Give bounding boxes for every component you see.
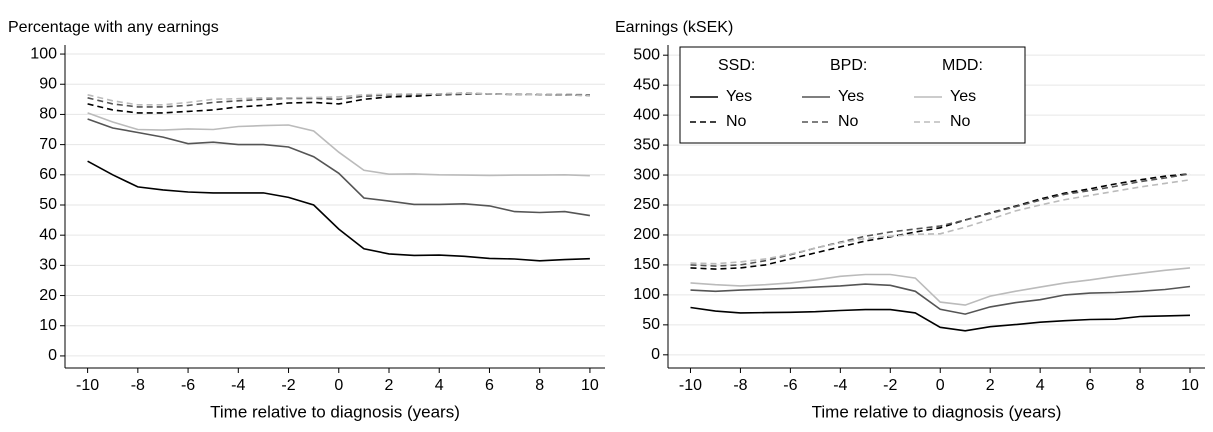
- legend-label: Yes: [726, 88, 752, 105]
- y-tick-label: 20: [39, 287, 57, 304]
- line-series: [87, 92, 590, 106]
- y-tick-label: 250: [633, 196, 660, 213]
- line-series: [87, 112, 590, 177]
- line-series: [87, 118, 591, 217]
- y-tick-label: 500: [633, 46, 660, 63]
- x-tick-label: 0: [936, 377, 945, 394]
- legend-label: Yes: [950, 88, 976, 105]
- x-tick-label: -4: [231, 377, 245, 394]
- x-tick-label: 8: [535, 377, 544, 394]
- y-tick-label: 450: [633, 76, 660, 93]
- x-tick-label: -6: [181, 377, 195, 394]
- y-tick-label: 300: [633, 166, 660, 183]
- x-tick-label: -8: [131, 377, 145, 394]
- legend-group: BPD:: [830, 57, 867, 74]
- x-tick-label: 10: [581, 377, 599, 394]
- y-tick-label: 150: [633, 256, 660, 273]
- legend-label: Yes: [838, 88, 864, 105]
- y-tick-label: 90: [39, 75, 57, 92]
- x-tick-label: -2: [883, 377, 897, 394]
- x-tick-label: 2: [986, 377, 995, 394]
- x-tick-label: -6: [783, 377, 797, 394]
- legend-group: SSD:: [718, 57, 755, 74]
- y-tick-label: 30: [39, 257, 57, 274]
- x-tick-label: 0: [334, 377, 343, 394]
- y-tick-label: 400: [633, 106, 660, 123]
- x-axis-label: Time relative to diagnosis (years): [210, 402, 460, 421]
- x-tick-label: -10: [76, 377, 99, 394]
- legend-label: No: [726, 113, 747, 130]
- x-tick-label: 4: [1036, 377, 1045, 394]
- x-tick-label: -2: [281, 377, 295, 394]
- y-tick-label: 100: [633, 286, 660, 303]
- x-tick-label: 10: [1181, 377, 1199, 394]
- chart-title: Percentage with any earnings: [8, 19, 219, 36]
- x-tick-label: -10: [679, 377, 702, 394]
- line-series: [87, 160, 590, 262]
- chart-title: Earnings (kSEK): [615, 19, 733, 36]
- x-tick-label: 8: [1136, 377, 1145, 394]
- x-tick-label: 4: [435, 377, 444, 394]
- legend-label: No: [838, 113, 859, 130]
- y-tick-label: 0: [651, 346, 660, 363]
- y-tick-label: 200: [633, 226, 660, 243]
- x-tick-label: -8: [733, 377, 747, 394]
- y-tick-label: 350: [633, 136, 660, 153]
- x-tick-label: -4: [833, 377, 847, 394]
- legend-box: [679, 46, 1026, 144]
- y-tick-label: 50: [39, 196, 57, 213]
- y-tick-label: 80: [39, 106, 57, 123]
- y-tick-label: 0: [48, 347, 57, 364]
- y-tick-label: 10: [39, 317, 57, 334]
- y-tick-label: 60: [39, 166, 57, 183]
- y-tick-label: 100: [30, 45, 57, 62]
- line-series: [690, 173, 1191, 270]
- line-series: [690, 306, 1191, 332]
- y-tick-label: 50: [642, 316, 660, 333]
- legend-group: MDD:: [942, 57, 983, 74]
- x-axis-label: Time relative to diagnosis (years): [812, 402, 1062, 421]
- y-tick-label: 70: [39, 136, 57, 153]
- legend-label: No: [950, 113, 971, 130]
- line-series: [690, 267, 1191, 306]
- x-tick-label: 6: [485, 377, 494, 394]
- x-tick-label: 6: [1086, 377, 1095, 394]
- line-series: [690, 283, 1191, 315]
- y-tick-label: 40: [39, 226, 57, 243]
- line-series: [690, 179, 1191, 265]
- x-tick-label: 2: [385, 377, 394, 394]
- line-series: [87, 92, 590, 108]
- line-series: [690, 173, 1191, 267]
